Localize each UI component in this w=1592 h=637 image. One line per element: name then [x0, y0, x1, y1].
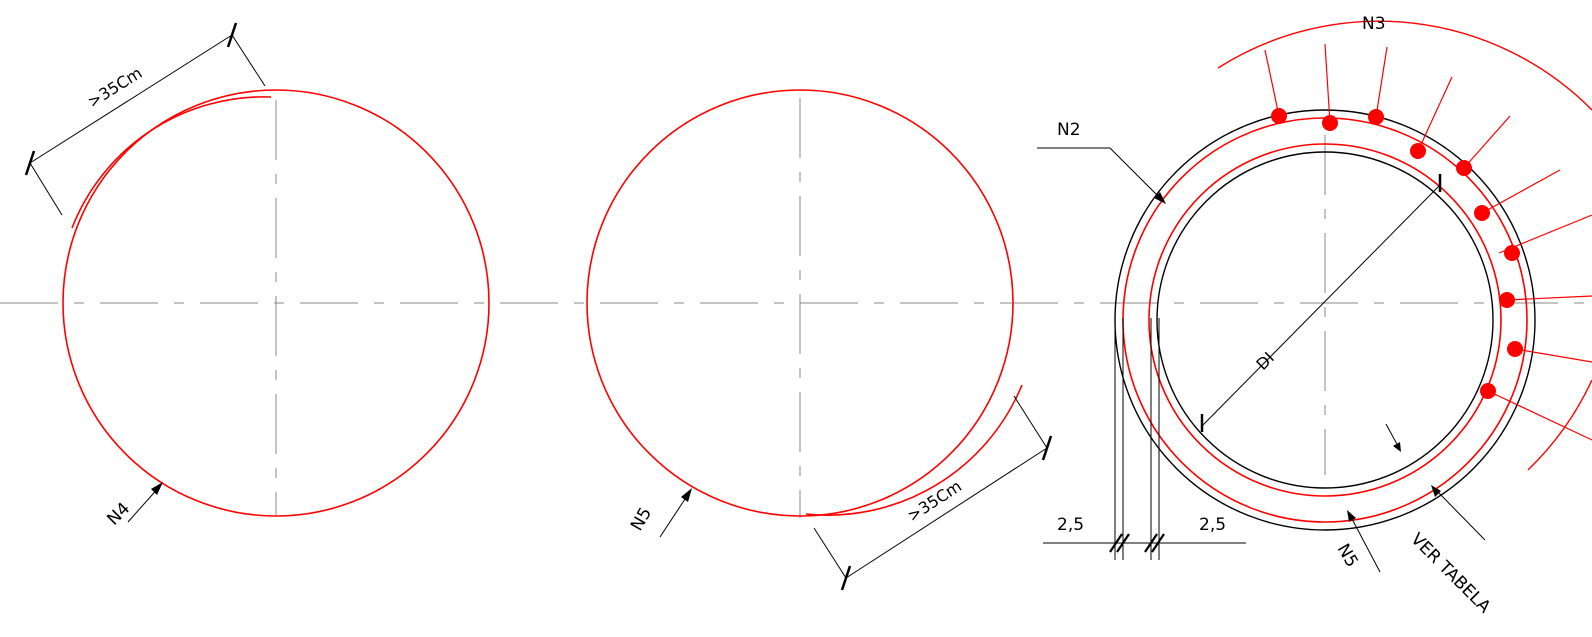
n3-leader	[1375, 46, 1388, 118]
n4-dim-line	[29, 34, 233, 164]
cover-right-label: 2,5	[1199, 515, 1226, 535]
n5-leader-arrow	[681, 488, 692, 502]
n2-label: N2	[1057, 120, 1081, 140]
pipe-section: N3 N2 DI 2,5 2,5 N5 VER TABELA	[1037, 14, 1592, 617]
wall-pointer-arrow	[1393, 442, 1401, 452]
n5-ring-circle	[586, 89, 1014, 517]
n3-label: N3	[1362, 14, 1386, 34]
n4-dim-extension-1	[29, 162, 63, 216]
n3-callout-arc	[1217, 20, 1592, 111]
inner-rebar-ring	[1148, 143, 1502, 497]
n3-leader	[1506, 295, 1592, 301]
n4-dim-tick-1	[24, 150, 36, 176]
n5-right-leader-arrow	[1347, 510, 1356, 522]
rebar-dot	[1474, 205, 1490, 221]
ver-tabela-label: VER TABELA	[1406, 529, 1494, 617]
rebar-dot	[1322, 115, 1338, 131]
di-dim-line	[1201, 184, 1441, 427]
n3-callout-arc-lower	[1527, 379, 1592, 471]
n4-lap-arc	[71, 96, 272, 229]
n3-leaders	[1264, 43, 1592, 441]
n3-leader	[1324, 43, 1331, 124]
cover-tick	[1109, 533, 1123, 553]
n3-leader	[1463, 115, 1511, 169]
ver-tabela-leader-line	[1436, 490, 1486, 541]
n4-label: N4	[103, 499, 134, 530]
longitudinal-bars	[1271, 108, 1523, 399]
n5-lap-arc	[805, 384, 1023, 516]
n5-leader-line	[659, 492, 690, 538]
n4-leader-arrow	[151, 482, 163, 495]
cover-left-label: 2,5	[1057, 515, 1084, 535]
n4-lap-dimension-label: >35Cm	[84, 63, 145, 111]
ring-n4: >35Cm N4	[24, 22, 490, 530]
n3-leader	[1264, 49, 1280, 117]
cover-tick	[1144, 533, 1158, 553]
n5-dim-tick-2	[1041, 435, 1053, 461]
inner-concrete-circle	[1156, 151, 1494, 489]
rebar-dot	[1271, 108, 1287, 124]
n5-right-label: N5	[1333, 541, 1362, 571]
rebar-dot	[1456, 160, 1472, 176]
n5-dim-extension-2	[1013, 395, 1048, 449]
n2-leader-line	[1037, 147, 1161, 199]
n4-dim-tick-2	[226, 22, 238, 48]
rebar-dot	[1499, 292, 1515, 308]
n5-dim-line	[845, 447, 1048, 579]
ver-tabela-leader-arrow	[1431, 485, 1441, 497]
n3-leader	[1487, 390, 1592, 441]
rebar-dot	[1410, 143, 1426, 159]
n4-ring-circle	[62, 89, 490, 517]
n5-dim-tick-1	[840, 565, 852, 591]
n5-right-leader-line	[1350, 516, 1381, 573]
rebar-dot	[1480, 383, 1496, 399]
n5-dim-extension-1	[813, 527, 847, 579]
n4-dim-extension-2	[231, 34, 266, 87]
wall-pointer-line	[1385, 423, 1399, 447]
n5-label: N5	[627, 504, 656, 534]
n2-leader-arrow	[1154, 192, 1166, 204]
rebar-dot	[1368, 109, 1384, 125]
n3-leader	[1514, 348, 1592, 363]
n3-leader	[1481, 169, 1561, 214]
rebar-dot	[1507, 341, 1523, 357]
ring-n5: >35Cm N5	[586, 89, 1053, 591]
di-label: DI	[1252, 348, 1277, 373]
rebar-dot	[1504, 245, 1520, 261]
cover-tick	[1151, 533, 1165, 553]
cover-tick	[1116, 533, 1130, 553]
n3-leader	[1417, 76, 1453, 152]
